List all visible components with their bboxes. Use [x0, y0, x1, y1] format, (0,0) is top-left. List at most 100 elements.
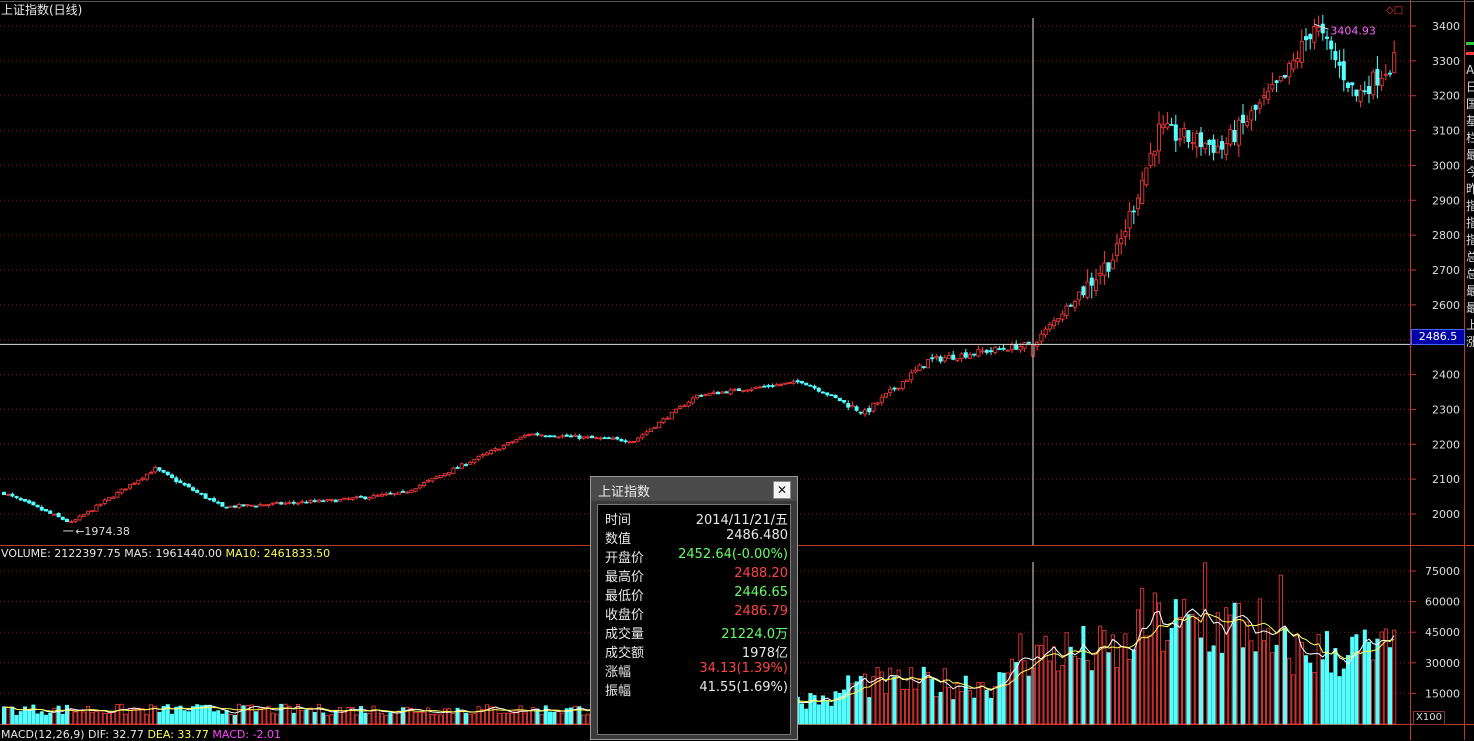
candle-body	[1085, 281, 1090, 298]
candle-body	[762, 385, 767, 388]
volume-bar	[1228, 614, 1233, 725]
candle-body	[44, 508, 49, 512]
candle-body	[527, 434, 532, 436]
volume-bar	[102, 713, 107, 725]
volume-bar	[186, 711, 191, 725]
close-icon[interactable]: ✕	[773, 481, 791, 499]
volume-bar	[52, 707, 57, 725]
volume-bar	[476, 706, 481, 725]
volume-bar	[875, 667, 880, 725]
volume-bar	[375, 709, 380, 725]
candle-body	[522, 435, 527, 438]
volume-bar	[1190, 613, 1195, 725]
volume-bar	[174, 706, 179, 725]
volume-bar	[1064, 632, 1069, 725]
volume-bar	[237, 703, 242, 725]
info-dialog[interactable]: 上证指数 ✕ 时间 2014/11/21/五 数值 2486.480 开盘价 2452.6…	[590, 476, 798, 740]
volume-bar	[211, 711, 216, 725]
candle-body	[707, 392, 712, 396]
candle-body	[472, 459, 477, 464]
candle-body	[476, 455, 481, 460]
candle-body	[405, 491, 410, 494]
candle-body	[161, 470, 166, 473]
candle-body	[816, 387, 821, 392]
volume-bar	[417, 711, 422, 725]
volume-bar	[1127, 658, 1132, 725]
volume-bar	[1115, 667, 1120, 725]
volume-bar	[930, 678, 935, 725]
candle-body	[1278, 76, 1283, 82]
candle-body	[300, 501, 305, 504]
volume-bar	[1215, 612, 1220, 725]
volume-bar	[800, 703, 805, 725]
candle-body	[312, 500, 317, 503]
candle-body	[963, 352, 968, 358]
volume-bar	[984, 689, 989, 725]
volume-bar	[543, 705, 548, 725]
candle-body	[1022, 342, 1027, 349]
candle-body	[968, 354, 973, 359]
candle-body	[1236, 119, 1241, 146]
candle-body	[1299, 41, 1304, 63]
dialog-titlebar[interactable]: 上证指数 ✕	[591, 477, 797, 501]
volume-bar	[585, 713, 590, 725]
candle-body	[699, 395, 704, 397]
info-value: 2014/11/21/五	[695, 513, 788, 528]
candle-body	[69, 521, 74, 524]
candle-body	[216, 501, 221, 504]
volume-bar	[1056, 670, 1061, 725]
volume-bar	[921, 666, 926, 725]
volume-bar	[1018, 633, 1023, 725]
volume-bar	[968, 690, 973, 725]
candle-body	[211, 498, 216, 502]
candle-body	[1144, 167, 1149, 186]
candle-body	[455, 467, 460, 469]
volume-bar	[1379, 631, 1384, 725]
candle-body	[1068, 304, 1073, 307]
volume-bar	[287, 705, 292, 725]
volume-bar	[199, 705, 204, 725]
volume-bar	[371, 705, 376, 725]
volume-bar	[472, 713, 477, 725]
price-tick-label: 2900	[1432, 194, 1460, 207]
volume-bar	[1333, 648, 1338, 725]
candle-body	[1375, 68, 1380, 86]
candle-body	[590, 435, 595, 439]
candle-body	[783, 382, 788, 385]
candle-body	[1169, 124, 1174, 126]
candle-body	[18, 498, 23, 501]
volume-bar	[1140, 588, 1145, 725]
volume-bar	[1224, 607, 1229, 725]
candle-body	[224, 506, 229, 509]
candle-body	[48, 510, 53, 514]
volume-bar	[1329, 672, 1334, 725]
volume-bar	[1337, 676, 1342, 725]
candle-body	[1073, 301, 1078, 308]
candle-body	[1379, 77, 1384, 87]
volume-bar	[867, 697, 872, 725]
volume-bar	[1043, 635, 1048, 725]
volume-bar	[94, 711, 99, 725]
candle-body	[367, 497, 372, 500]
candle-body	[611, 437, 616, 440]
candle-body	[1173, 124, 1178, 141]
info-label: 最高价	[605, 570, 645, 585]
info-row: 收盘价 2486.79	[598, 603, 790, 623]
volume-tick-label: 45000	[1425, 626, 1460, 639]
candle-body	[468, 461, 473, 465]
volume-bar	[39, 711, 44, 725]
volume-bar	[316, 703, 321, 725]
volume-bar	[1232, 602, 1237, 725]
candle-body	[6, 493, 11, 496]
volume-bar	[539, 714, 544, 725]
volume-bar	[560, 712, 565, 725]
candle-body	[1358, 89, 1363, 102]
window-control-icons[interactable]: ◇□	[1386, 5, 1404, 16]
volume-bar	[388, 712, 393, 725]
volume-value: VOLUME: 2122397.75	[1, 547, 121, 560]
candle-body	[888, 388, 893, 394]
volume-unit-label: X100	[1413, 711, 1445, 725]
volume-bar	[283, 703, 288, 725]
candle-body	[295, 502, 300, 505]
candle-body	[1077, 291, 1082, 301]
